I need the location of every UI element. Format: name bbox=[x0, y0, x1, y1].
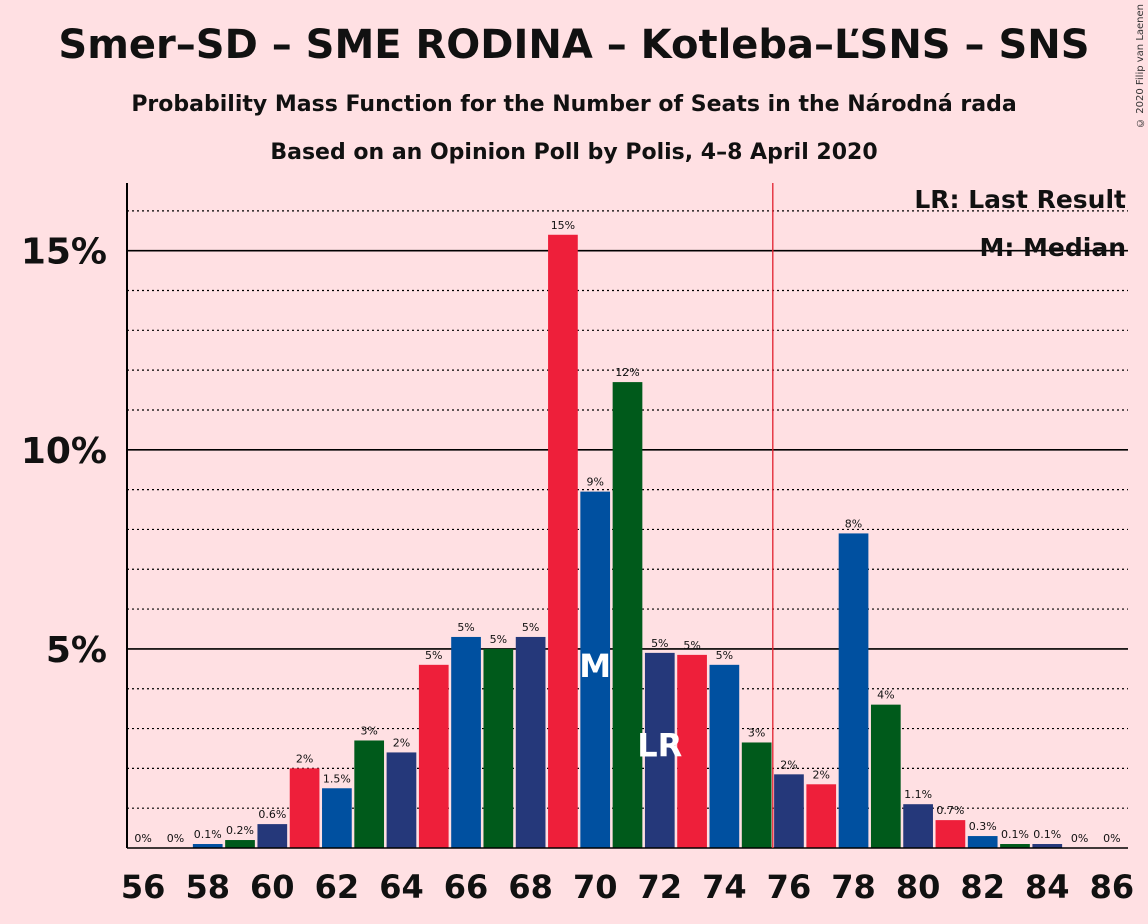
x-tick-label: 86 bbox=[1090, 868, 1135, 906]
bar-84 bbox=[1032, 844, 1063, 848]
chart-subtitle-2: Based on an Opinion Poll by Polis, 4–8 A… bbox=[270, 140, 878, 165]
bar-69 bbox=[548, 234, 578, 848]
bar-73 bbox=[677, 654, 707, 848]
bar-68 bbox=[515, 636, 546, 848]
data-label-71: 12% bbox=[615, 366, 639, 379]
data-label-80: 1.1% bbox=[904, 788, 932, 801]
bar-59 bbox=[225, 840, 255, 848]
bar-75 bbox=[741, 742, 772, 848]
x-tick-label: 74 bbox=[702, 868, 747, 906]
bar-70 bbox=[580, 491, 611, 848]
bar-77 bbox=[806, 784, 837, 848]
bar-62 bbox=[322, 788, 352, 848]
median-marker: M bbox=[579, 647, 611, 685]
x-tick-label: 64 bbox=[379, 868, 424, 906]
x-tick-label: 56 bbox=[121, 868, 166, 906]
bar-78 bbox=[838, 533, 869, 848]
bar-65 bbox=[418, 664, 449, 848]
y-tick-label: 10% bbox=[21, 431, 107, 472]
data-label-63: 3% bbox=[360, 724, 377, 737]
data-label-57: 0% bbox=[167, 832, 184, 845]
data-label-83: 0.1% bbox=[1001, 828, 1029, 841]
x-tick-label: 58 bbox=[185, 868, 230, 906]
data-label-61: 2% bbox=[296, 752, 313, 765]
bar-79 bbox=[870, 704, 901, 848]
data-label-73: 5% bbox=[683, 639, 700, 652]
bar-76 bbox=[774, 774, 804, 848]
bar-72 bbox=[644, 652, 675, 848]
x-tick-label: 60 bbox=[250, 868, 295, 906]
data-labels: 0% 0% 0.1% 0.2% 0.6% 2% 1.5% 3% 2% 5% 5% 5% 5% 15% 9% 1… bbox=[134, 219, 1120, 845]
data-label-86: 0% bbox=[1103, 832, 1120, 845]
bar-83 bbox=[1000, 844, 1030, 848]
data-label-59: 0.2% bbox=[226, 824, 254, 837]
chart-title: Smer–SD – SME RODINA – Kotleba–ĽSNS – SN… bbox=[58, 22, 1090, 68]
bars bbox=[192, 234, 1063, 848]
bar-60 bbox=[257, 824, 288, 848]
x-tick-label: 76 bbox=[767, 868, 812, 906]
legend: LR: Last Result M: Median bbox=[914, 185, 1126, 262]
x-tick-label: 80 bbox=[896, 868, 941, 906]
bar-66 bbox=[451, 636, 481, 848]
bar-74 bbox=[709, 664, 740, 848]
y-tick-label: 5% bbox=[46, 630, 107, 671]
bar-71 bbox=[612, 382, 643, 848]
data-label-81: 0.7% bbox=[936, 804, 964, 817]
data-label-60: 0.6% bbox=[258, 808, 286, 821]
data-label-65: 5% bbox=[425, 649, 442, 662]
data-label-67: 5% bbox=[490, 633, 507, 646]
axes: 5% 10% 15% 56 58 60 62 64 66 68 70 72 74 76 78 80 82 84 86 bbox=[21, 183, 1134, 906]
x-tick-label: 70 bbox=[573, 868, 618, 906]
data-label-64: 2% bbox=[393, 736, 410, 749]
markers: M LR bbox=[579, 183, 774, 848]
legend-last-result: LR: Last Result bbox=[914, 185, 1126, 214]
x-tick-label: 84 bbox=[1025, 868, 1070, 906]
data-label-76: 2% bbox=[780, 758, 797, 771]
data-label-72: 5% bbox=[651, 637, 668, 650]
data-label-70: 9% bbox=[586, 476, 603, 489]
data-label-74: 5% bbox=[716, 649, 733, 662]
bar-58 bbox=[192, 844, 223, 848]
bar-80 bbox=[903, 804, 933, 848]
data-label-66: 5% bbox=[457, 621, 474, 634]
data-label-79: 4% bbox=[877, 689, 894, 702]
data-label-78: 8% bbox=[845, 517, 862, 530]
x-tick-label: 68 bbox=[508, 868, 553, 906]
data-label-68: 5% bbox=[522, 621, 539, 634]
data-label-58: 0.1% bbox=[194, 828, 222, 841]
chart-subtitle-1: Probability Mass Function for the Number… bbox=[131, 92, 1017, 117]
data-label-69: 15% bbox=[551, 219, 575, 232]
bar-82 bbox=[967, 836, 998, 848]
x-tick-label: 82 bbox=[960, 868, 1005, 906]
x-tick-label: 66 bbox=[444, 868, 489, 906]
x-tick-label: 62 bbox=[315, 868, 360, 906]
bar-67 bbox=[483, 648, 514, 848]
y-tick-label: 15% bbox=[21, 232, 107, 273]
data-label-82: 0.3% bbox=[969, 820, 997, 833]
data-label-75: 3% bbox=[748, 726, 765, 739]
x-tick-label: 72 bbox=[638, 868, 683, 906]
data-label-77: 2% bbox=[813, 768, 830, 781]
legend-median: M: Median bbox=[979, 233, 1126, 262]
data-label-62: 1.5% bbox=[323, 772, 351, 785]
data-label-85: 0% bbox=[1071, 832, 1088, 845]
data-label-56: 0% bbox=[134, 832, 151, 845]
bar-63 bbox=[354, 740, 385, 848]
last-result-marker: LR bbox=[637, 726, 682, 764]
bar-81 bbox=[935, 820, 966, 848]
data-label-84: 0.1% bbox=[1033, 828, 1061, 841]
bar-61 bbox=[289, 768, 320, 848]
bar-64 bbox=[386, 752, 417, 848]
x-tick-label: 78 bbox=[831, 868, 876, 906]
